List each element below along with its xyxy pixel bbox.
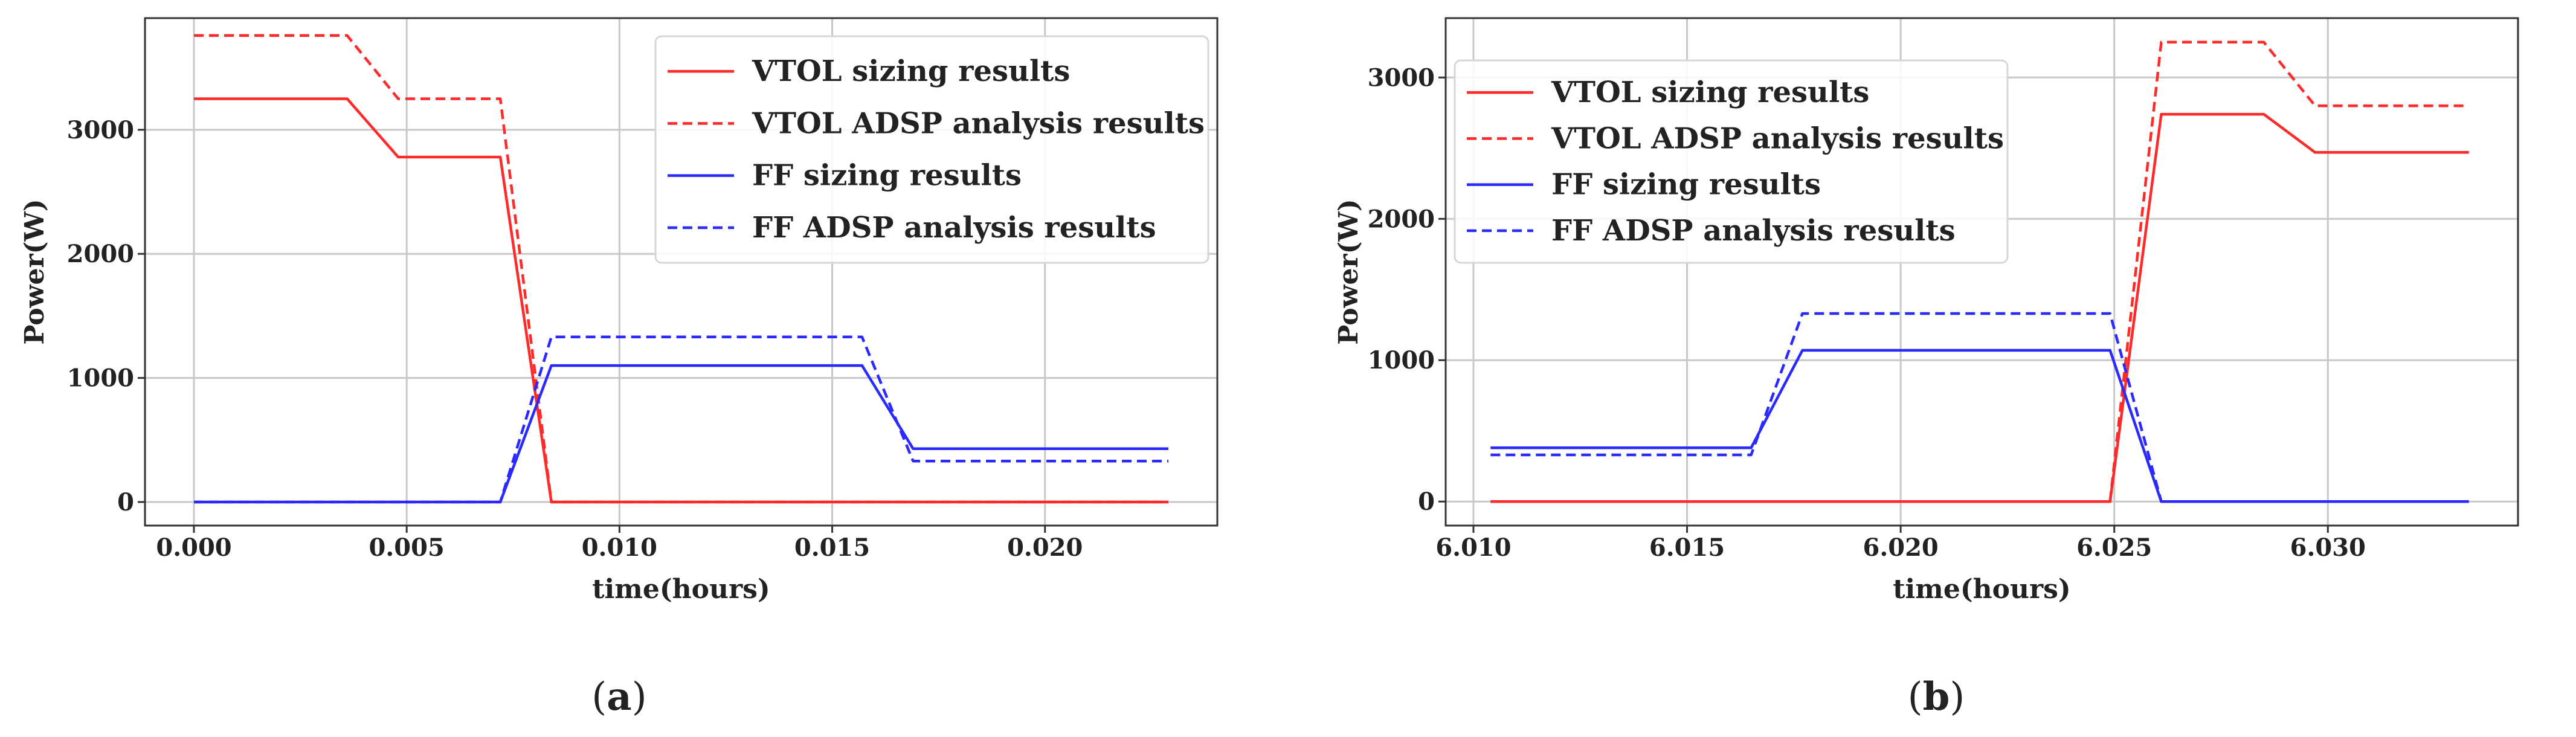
chart-1-y-axis-label: Power(W) xyxy=(19,199,50,344)
panel-label-letter: a xyxy=(607,674,631,719)
chart-2: 6.010 6.015 6.020 6.025 6.030 0 1000 2000 3000 ti… xyxy=(1333,17,2519,719)
chart-1-series-ff-adsp-analysis-results xyxy=(194,335,1168,504)
panel-label-close-paren: ) xyxy=(1950,675,1965,719)
chart-1-legend-label: VTOL sizing results xyxy=(752,54,1070,88)
chart-2-y-tick-label: 3000 xyxy=(1368,63,1435,92)
chart-2-series-vtol-adsp-analysis-results xyxy=(1490,40,2469,503)
panel-label-1: (a) xyxy=(591,674,646,719)
chart-2-x-axis-label: time(hours) xyxy=(1893,574,2071,605)
chart-2-x-tick-label: 6.025 xyxy=(2076,533,2152,562)
chart-1-x-tick-label: 0.010 xyxy=(582,533,657,562)
chart-1-series-ff-sizing-results xyxy=(194,364,1168,504)
chart-1-x-axis-label: time(hours) xyxy=(592,574,770,605)
chart-2-y-tick-label: 1000 xyxy=(1368,346,1435,375)
chart-1-y-tick-label: 1000 xyxy=(67,364,134,393)
chart-2-x-tick-label: 6.020 xyxy=(1863,533,1939,562)
chart-1-y-tick-label: 0 xyxy=(117,488,134,517)
chart-2-series-ff-adsp-analysis-results xyxy=(1490,312,2469,503)
panel-label-open-paren: ( xyxy=(591,675,607,719)
chart-2-y-axis-label: Power(W) xyxy=(1333,199,1364,344)
chart-1-legend-label: VTOL ADSP analysis results xyxy=(752,106,1205,140)
panel-label-2: (b) xyxy=(1908,674,1965,719)
chart-1-y-tick-label: 3000 xyxy=(67,116,134,144)
panel-label-open-paren: ( xyxy=(1908,675,1923,719)
chart-2-x-tick-label: 6.015 xyxy=(1649,533,1725,562)
chart-2-legend-label: FF sizing results xyxy=(1551,168,1821,202)
chart-1-x-tick-label: 0.015 xyxy=(794,533,870,562)
chart-2-legend: VTOL sizing results VTOL ADSP analysis re… xyxy=(1454,59,2009,264)
panel-label-close-paren: ) xyxy=(632,675,647,719)
chart-2-x-tick-label: 6.030 xyxy=(2290,533,2366,562)
chart-2-x-tick-label: 6.010 xyxy=(1435,533,1511,562)
chart-2-legend-label: VTOL ADSP analysis results xyxy=(1551,121,2004,155)
chart-1-x-tick-label: 0.020 xyxy=(1007,533,1083,562)
chart-2-legend-label: FF ADSP analysis results xyxy=(1551,214,1956,248)
chart-2-y-tick-label: 2000 xyxy=(1368,205,1435,233)
panel-label-letter: b xyxy=(1923,674,1950,719)
chart-2-plot-frame xyxy=(1444,17,2519,527)
chart-1-series-vtol-adsp-analysis-results xyxy=(194,34,1168,504)
chart-1-legend: VTOL sizing results VTOL ADSP analysis re… xyxy=(654,35,1209,264)
chart-1-legend-label: FF ADSP analysis results xyxy=(752,211,1156,245)
chart-1: 0.000 0.005 0.010 0.015 0.020 0 1000 2000 3000 ti… xyxy=(19,17,1219,719)
chart-2-series-ff-sizing-results xyxy=(1490,349,2469,503)
chart-2-y-tick-label: 0 xyxy=(1418,488,1435,516)
chart-1-plot-frame xyxy=(144,17,1219,527)
chart-1-y-tick-label: 2000 xyxy=(67,240,134,268)
chart-2-legend-box xyxy=(1454,59,2009,264)
chart-2-legend-label: VTOL sizing results xyxy=(1551,76,1869,109)
chart-1-legend-label: FF sizing results xyxy=(752,159,1022,193)
chart-1-x-tick-label: 0.000 xyxy=(156,533,231,562)
chart-1-legend-box xyxy=(654,35,1209,264)
chart-1-x-tick-label: 0.005 xyxy=(369,533,445,562)
